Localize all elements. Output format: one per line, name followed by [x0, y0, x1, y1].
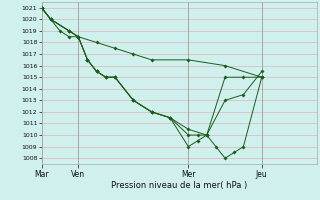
X-axis label: Pression niveau de la mer( hPa ): Pression niveau de la mer( hPa ) [111, 181, 247, 190]
